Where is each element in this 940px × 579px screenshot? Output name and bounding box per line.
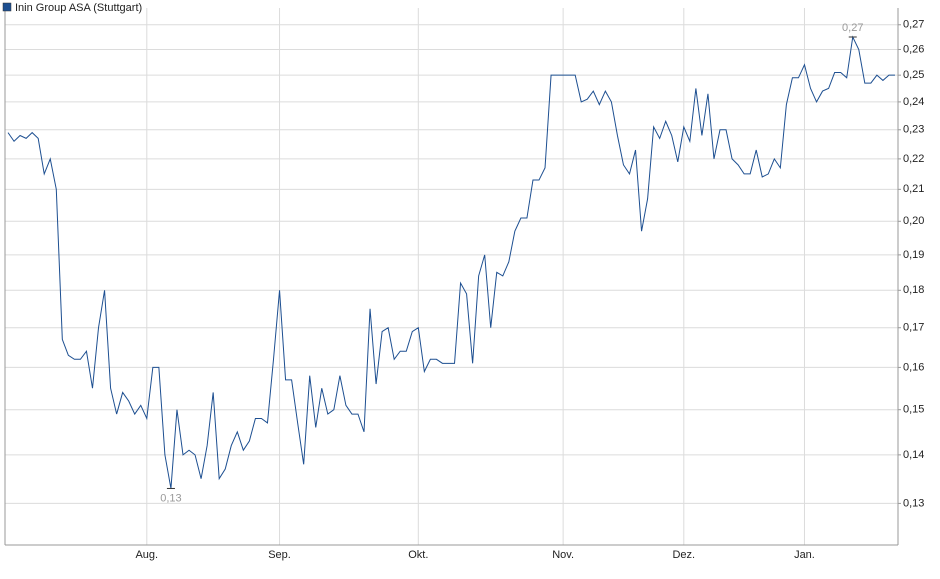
y-tick-label: 0,13 bbox=[903, 497, 924, 509]
y-tick-label: 0,17 bbox=[903, 322, 924, 334]
y-tick-label: 0,24 bbox=[903, 96, 924, 108]
legend-label: Inin Group ASA (Stuttgart) bbox=[15, 2, 142, 14]
legend-swatch bbox=[2, 2, 12, 12]
y-tick-label: 0,19 bbox=[903, 249, 924, 261]
x-tick-label: Aug. bbox=[135, 549, 158, 561]
y-tick-label: 0,18 bbox=[903, 284, 924, 296]
y-tick-label: 0,25 bbox=[903, 69, 924, 81]
x-tick-label: Sep. bbox=[268, 549, 291, 561]
value-label: 0,13 bbox=[160, 492, 181, 504]
y-tick-label: 0,22 bbox=[903, 153, 924, 165]
y-tick-label: 0,27 bbox=[903, 19, 924, 31]
y-tick-label: 0,26 bbox=[903, 43, 924, 55]
y-tick-label: 0,20 bbox=[903, 215, 924, 227]
y-tick-label: 0,15 bbox=[903, 404, 924, 416]
y-tick-label: 0,21 bbox=[903, 183, 924, 195]
y-tick-label: 0,14 bbox=[903, 449, 924, 461]
x-tick-label: Nov. bbox=[552, 549, 574, 561]
value-label: 0,27 bbox=[842, 22, 863, 34]
x-tick-label: Dez. bbox=[672, 549, 695, 561]
y-tick-label: 0,23 bbox=[903, 124, 924, 136]
x-tick-label: Okt. bbox=[408, 549, 428, 561]
y-tick-label: 0,16 bbox=[903, 361, 924, 373]
x-tick-label: Jan. bbox=[794, 549, 815, 561]
price-line bbox=[7, 35, 895, 489]
